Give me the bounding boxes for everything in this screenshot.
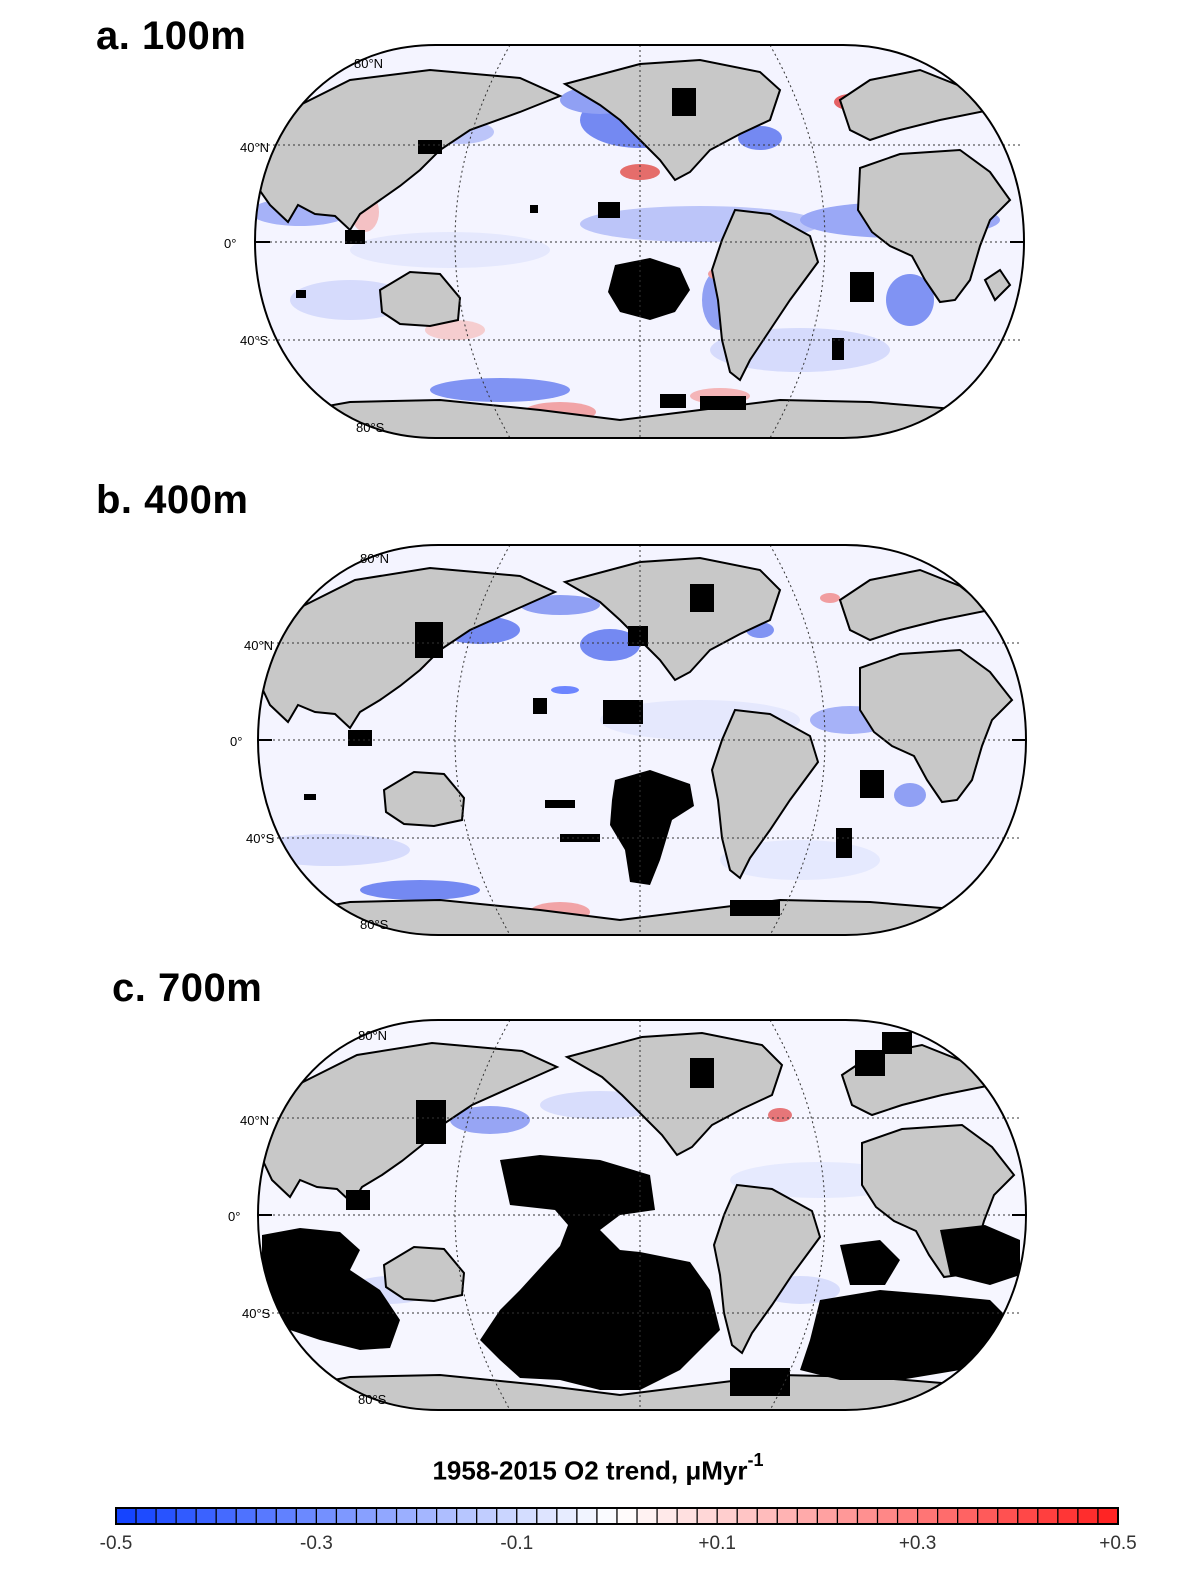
colorbar-cell	[155, 1507, 177, 1525]
colorbar-cell	[1077, 1507, 1099, 1525]
no-data-regions	[296, 88, 874, 410]
colorbar-cell	[937, 1507, 959, 1525]
colorbar-cell	[476, 1507, 498, 1525]
colorbar-cell	[576, 1507, 598, 1525]
colorbar-cell	[696, 1507, 718, 1525]
map-frame	[253, 44, 1026, 439]
colorbar-tick-label: -0.5	[99, 1533, 133, 1554]
colorbar-tick-label: -0.3	[300, 1533, 333, 1554]
land	[255, 58, 1024, 438]
colorbar-cell	[395, 1507, 418, 1525]
colorbar-cell	[355, 1507, 378, 1525]
colorbar-cell	[756, 1507, 778, 1525]
colorbar-tick-label: -0.1	[500, 1533, 534, 1554]
colorbar-cell	[215, 1507, 237, 1525]
colorbar-tick-label: +0.5	[1099, 1533, 1137, 1554]
lat-label: 80°N	[360, 551, 389, 566]
lat-label: 40°N	[240, 140, 269, 155]
colorbar-cell	[656, 1507, 678, 1525]
lat-label: 40°N	[244, 638, 273, 653]
colorbar-cell	[1057, 1507, 1079, 1525]
lat-label: 80°S	[360, 917, 389, 932]
colorbar-cell	[135, 1507, 157, 1525]
panel-b-title: b. 400m	[96, 478, 249, 522]
colorbar-cell	[456, 1507, 478, 1525]
colorbar-cell	[496, 1507, 518, 1525]
map-frame	[256, 1019, 1028, 1411]
no-data-regions	[262, 1032, 1020, 1396]
colorbar-cell	[997, 1507, 1019, 1525]
colorbar-cell	[876, 1507, 899, 1525]
colorbar-cell	[636, 1507, 658, 1525]
colorbar-cell	[335, 1507, 358, 1525]
lat-label: 80°S	[356, 420, 385, 435]
colorbar-cell	[275, 1507, 297, 1525]
colorbar-cell	[816, 1507, 839, 1525]
colorbar-cell	[315, 1507, 338, 1525]
map-panel-b: 80°N 40°N 0° 40°S 80°S	[230, 544, 1028, 936]
map-panel-a: 80°N 40°N 0° 40°S 80°S	[224, 44, 1026, 439]
colorbar	[115, 1507, 1119, 1525]
colorbar-cell	[836, 1507, 859, 1525]
colorbar-cell	[115, 1507, 137, 1525]
land	[258, 556, 1026, 935]
colorbar-cell	[536, 1507, 558, 1525]
colorbar-outline	[115, 1507, 1119, 1525]
lat-label: 40°S	[242, 1306, 271, 1321]
maps-canvas: 80°N 40°N 0° 40°S 80°S	[224, 44, 1028, 1411]
lat-label: 80°N	[358, 1028, 387, 1043]
graticule	[255, 44, 1024, 439]
colorbar-cell	[616, 1507, 638, 1525]
panel-c-title: c. 700m	[112, 966, 263, 1010]
colorbar-cell	[676, 1507, 698, 1525]
land	[258, 1031, 1026, 1410]
colorbar-cell	[416, 1507, 438, 1525]
no-data-regions	[304, 584, 884, 916]
colorbar-cell	[596, 1507, 618, 1525]
colorbar-cell	[175, 1507, 197, 1525]
colorbar-cell	[716, 1507, 738, 1525]
colorbar-cell	[556, 1507, 578, 1525]
colorbar-cell	[295, 1507, 317, 1525]
colorbar-tick-label: +0.1	[698, 1533, 736, 1554]
panel-a-title: a. 100m	[96, 14, 247, 58]
graticule	[258, 1019, 1026, 1411]
map-panel-c: 80°N 40°N 0° 40°S 80°S	[228, 1019, 1028, 1411]
colorbar-cell	[1097, 1507, 1119, 1525]
colorbar-cell	[1017, 1507, 1039, 1525]
lat-label: 40°N	[240, 1113, 269, 1128]
colorbar-tick-label: +0.3	[898, 1533, 937, 1554]
colorbar-cell	[957, 1507, 979, 1525]
lat-label: 0°	[230, 734, 242, 749]
colorbar-cell	[916, 1507, 939, 1525]
colorbar-cell	[736, 1507, 758, 1525]
lat-label: 0°	[228, 1209, 240, 1224]
lat-label: 40°S	[246, 831, 275, 846]
lat-label: 80°N	[354, 56, 383, 71]
colorbar-cell	[195, 1507, 217, 1525]
colorbar-cell	[896, 1507, 919, 1525]
colorbar-cell	[235, 1507, 257, 1525]
lat-label: 40°S	[240, 333, 269, 348]
colorbar-cell	[375, 1507, 398, 1525]
colorbar-cell	[1037, 1507, 1059, 1525]
colorbar-cell	[516, 1507, 538, 1525]
colorbar-cell	[977, 1507, 999, 1525]
graticule	[258, 544, 1026, 936]
colorbar-cell	[796, 1507, 818, 1525]
colorbar-cell	[856, 1507, 879, 1525]
colorbar-title: 1958-2015 O2 trend, μMyr-1	[432, 1450, 764, 1486]
colorbar-cell	[255, 1507, 277, 1525]
colorbar-cell	[776, 1507, 798, 1525]
map-frame	[256, 544, 1028, 936]
colorbar-cell	[436, 1507, 458, 1525]
lat-label: 0°	[224, 236, 236, 251]
lat-label: 80°S	[358, 1392, 387, 1407]
